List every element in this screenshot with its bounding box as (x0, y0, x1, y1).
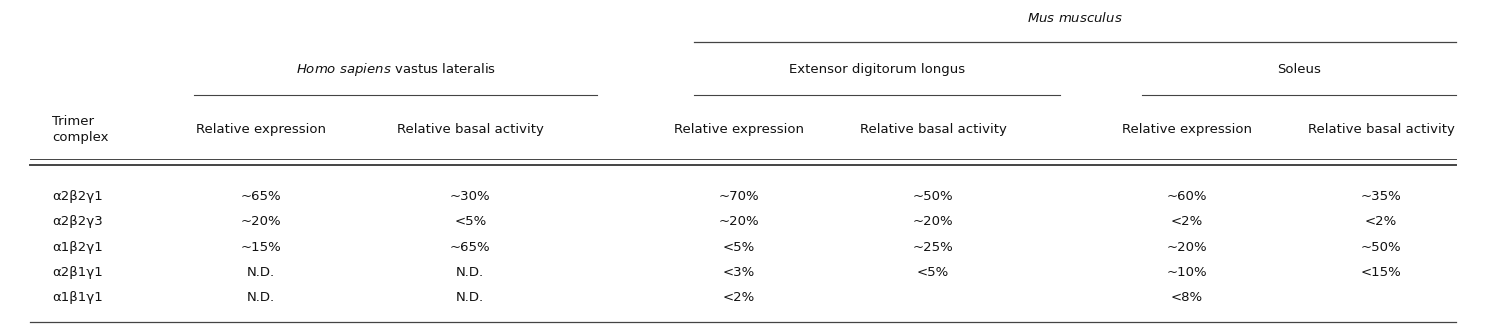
Text: <2%: <2% (1171, 215, 1203, 228)
Text: Relative expression: Relative expression (1121, 123, 1253, 137)
Text: Relative expression: Relative expression (196, 123, 327, 137)
Text: Relative expression: Relative expression (673, 123, 805, 137)
Text: <3%: <3% (723, 265, 755, 279)
Text: N.D.: N.D. (457, 290, 484, 304)
Text: <2%: <2% (1365, 215, 1397, 228)
Text: $\mathit{Mus\ musculus}$: $\mathit{Mus\ musculus}$ (1027, 11, 1123, 25)
Text: α2β1γ1: α2β1γ1 (52, 265, 103, 279)
Text: α2β2γ3: α2β2γ3 (52, 215, 103, 228)
Text: <5%: <5% (454, 215, 487, 228)
Text: α1β2γ1: α1β2γ1 (52, 240, 103, 254)
Text: N.D.: N.D. (457, 265, 484, 279)
Text: Relative basal activity: Relative basal activity (860, 123, 1006, 137)
Text: ~20%: ~20% (240, 215, 282, 228)
Text: ~10%: ~10% (1166, 265, 1208, 279)
Text: ~20%: ~20% (718, 215, 760, 228)
Text: ~35%: ~35% (1360, 190, 1402, 203)
Text: <5%: <5% (917, 265, 950, 279)
Text: $\mathit{Homo\ sapiens}$ vastus lateralis: $\mathit{Homo\ sapiens}$ vastus laterali… (296, 61, 496, 79)
Text: Extensor digitorum longus: Extensor digitorum longus (790, 63, 964, 77)
Text: <8%: <8% (1171, 290, 1203, 304)
Text: ~20%: ~20% (912, 215, 954, 228)
Text: ~15%: ~15% (240, 240, 282, 254)
Text: N.D.: N.D. (248, 290, 275, 304)
Text: N.D.: N.D. (248, 265, 275, 279)
Text: Relative basal activity: Relative basal activity (397, 123, 543, 137)
Text: <15%: <15% (1360, 265, 1402, 279)
Text: Trimer
complex: Trimer complex (52, 115, 109, 145)
Text: ~60%: ~60% (1166, 190, 1208, 203)
Text: ~25%: ~25% (912, 240, 954, 254)
Text: Relative basal activity: Relative basal activity (1308, 123, 1454, 137)
Text: ~20%: ~20% (1166, 240, 1208, 254)
Text: ~30%: ~30% (449, 190, 491, 203)
Text: ~70%: ~70% (718, 190, 760, 203)
Text: ~50%: ~50% (912, 190, 954, 203)
Text: α1β1γ1: α1β1γ1 (52, 290, 103, 304)
Text: Soleus: Soleus (1277, 63, 1321, 77)
Text: ~50%: ~50% (1360, 240, 1402, 254)
Text: <5%: <5% (723, 240, 755, 254)
Text: α2β2γ1: α2β2γ1 (52, 190, 103, 203)
Text: ~65%: ~65% (240, 190, 282, 203)
Text: <2%: <2% (723, 290, 755, 304)
Text: ~65%: ~65% (449, 240, 491, 254)
